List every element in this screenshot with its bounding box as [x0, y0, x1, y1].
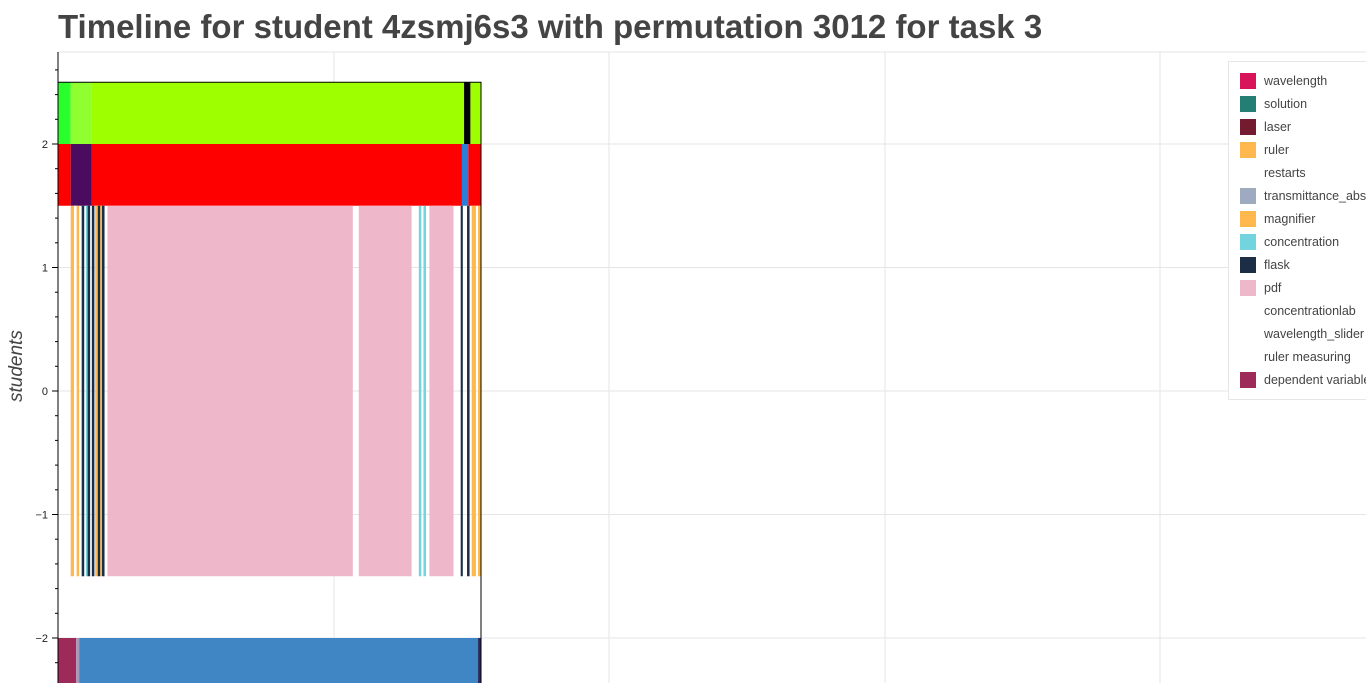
timeline-segment [58, 144, 71, 206]
legend-label: pdf [1264, 281, 1282, 295]
timeline-segment [468, 144, 481, 206]
timeline-segment [464, 82, 471, 144]
timeline-segment [79, 638, 479, 683]
legend-label: concentration [1264, 235, 1340, 249]
legend-swatch [1240, 349, 1256, 365]
legend-swatch [1240, 303, 1256, 319]
legend-item[interactable]: flask [1240, 257, 1290, 273]
timeline-segment [460, 205, 463, 577]
legend-swatch [1240, 326, 1256, 342]
legend-item[interactable]: transmittance_abs [1240, 188, 1366, 204]
timeline-rows [57, 81, 482, 683]
legend-item[interactable]: restarts [1240, 165, 1306, 181]
timeline-segment [97, 205, 101, 577]
y-axis: −2 −1 0 1 2 [35, 52, 59, 683]
y-tick-label: 2 [42, 139, 48, 151]
timeline-segment [91, 82, 465, 144]
y-tick-label: −2 [35, 633, 48, 645]
legend-label: laser [1264, 120, 1292, 134]
timeline-segment [70, 205, 75, 577]
legend-label: wavelength_slider [1264, 327, 1365, 341]
timeline-segment [478, 205, 481, 577]
legend-swatch [1240, 257, 1256, 273]
legend-swatch [1240, 96, 1256, 112]
legend-swatch [1240, 119, 1256, 135]
chart-title: Timeline for student 4zsmj6s3 with permu… [58, 8, 1043, 45]
legend-label: transmittance_abs [1264, 189, 1366, 203]
legend-swatch [1240, 234, 1256, 250]
legend-label: flask [1264, 258, 1290, 272]
legend-swatch [1240, 165, 1256, 181]
y-tick-label: −1 [35, 510, 48, 522]
timeline-segment [429, 205, 454, 577]
timeline-segment [74, 205, 77, 577]
legend-label: magnifier [1264, 212, 1316, 226]
legend-item[interactable]: concentration [1240, 234, 1339, 250]
legend-swatch [1240, 73, 1256, 89]
timeline-segment [58, 638, 77, 683]
timeline-segment [478, 638, 481, 683]
timeline-segment [81, 205, 85, 577]
legend-item[interactable]: wavelength_slider [1240, 326, 1364, 342]
timeline-segment [423, 205, 427, 577]
legend-item[interactable]: wavelength [1240, 73, 1327, 89]
timeline-segment [70, 82, 92, 144]
timeline-segment [76, 638, 80, 683]
timeline-segment [95, 205, 98, 577]
timeline-segment [471, 205, 476, 577]
legend-item[interactable]: laser [1240, 119, 1291, 135]
legend-swatch [1240, 142, 1256, 158]
legend: wavelength solution laser ruler restarts tran… [1228, 61, 1366, 400]
timeline-segment [87, 205, 91, 577]
legend-label: wavelength [1264, 74, 1328, 88]
legend-swatch [1240, 280, 1256, 296]
legend-item[interactable]: dependent variable [1240, 372, 1366, 388]
legend-item[interactable]: solution [1240, 96, 1307, 112]
timeline-segment [58, 82, 71, 144]
timeline-segment [418, 205, 422, 577]
timeline-segment [100, 205, 102, 577]
legend-label: concentrationlab [1264, 304, 1356, 318]
legend-label: dependent variable [1264, 373, 1366, 387]
y-tick-label: 1 [42, 263, 48, 275]
timeline-segment [358, 205, 412, 577]
legend-swatch [1240, 372, 1256, 388]
legend-swatch [1240, 188, 1256, 204]
legend-label: restarts [1264, 166, 1306, 180]
legend-item[interactable]: magnifier [1240, 211, 1315, 227]
timeline-segment [91, 144, 462, 206]
timeline-segment [101, 205, 105, 577]
y-tick-label: 0 [42, 386, 48, 398]
legend-swatch [1240, 211, 1256, 227]
timeline-segment [85, 205, 88, 577]
legend-item[interactable]: ruler [1240, 142, 1289, 158]
legend-item[interactable]: pdf [1240, 280, 1281, 296]
timeline-segment [76, 205, 80, 577]
legend-item[interactable]: ruler measuring [1240, 349, 1351, 365]
timeline-segment [107, 205, 353, 577]
legend-label: ruler [1264, 143, 1290, 157]
legend-label: solution [1264, 97, 1308, 111]
timeline-segment [461, 144, 469, 206]
y-axis-label: students [6, 330, 27, 402]
timeline-segment [91, 205, 95, 577]
timeline-segment [70, 144, 92, 206]
timeline-segment [467, 205, 470, 577]
legend-label: ruler measuring [1264, 350, 1351, 364]
legend-item[interactable]: concentrationlab [1240, 303, 1356, 319]
timeline-segment [470, 82, 481, 144]
